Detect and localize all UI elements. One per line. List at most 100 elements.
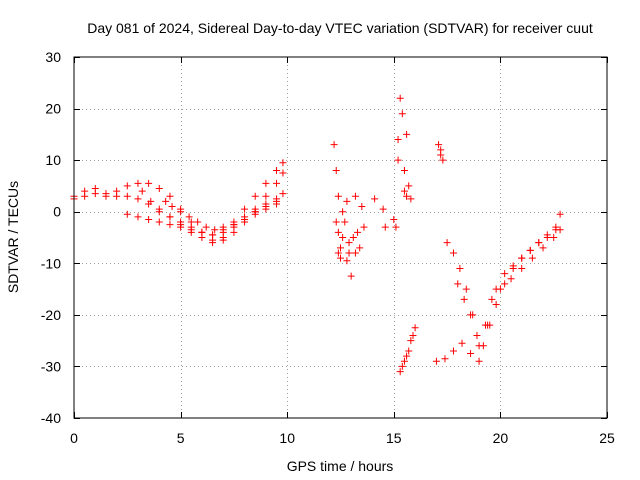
data-point: [432, 357, 440, 365]
data-point: [134, 213, 142, 221]
data-point: [166, 213, 174, 221]
data-point: [155, 218, 163, 226]
data-point: [279, 169, 287, 177]
data-point: [351, 249, 359, 257]
data-point: [390, 215, 398, 223]
x-axis-title: GPS time / hours: [287, 458, 394, 474]
data-point: [134, 179, 142, 187]
data-point: [400, 357, 408, 365]
data-point: [273, 197, 281, 205]
x-tick-label: 25: [599, 430, 615, 446]
data-point: [467, 350, 475, 358]
data-point: [145, 215, 153, 223]
data-point: [339, 234, 347, 241]
data-point: [251, 192, 259, 200]
data-point: [371, 195, 379, 203]
y-tick-label: 30: [45, 49, 61, 65]
data-point: [439, 156, 447, 164]
data-point: [396, 94, 404, 102]
x-tick-label: 10: [279, 430, 295, 446]
data-point: [360, 223, 368, 231]
data-point: [155, 208, 163, 216]
data-point: [403, 352, 411, 360]
data-point: [449, 249, 457, 257]
axis-ticks: [74, 57, 608, 419]
data-point: [273, 166, 281, 174]
series-8: [396, 324, 419, 376]
data-point: [456, 264, 464, 272]
data-point: [475, 357, 483, 365]
data-point: [123, 210, 131, 218]
data-point: [501, 280, 509, 288]
series-10: [443, 226, 564, 350]
data-point: [526, 246, 534, 254]
data-point: [518, 264, 526, 272]
y-tick-label: -40: [41, 410, 61, 426]
series-5: [162, 197, 281, 234]
x-tick-label: 5: [177, 430, 185, 446]
data-point: [462, 285, 470, 293]
data-point: [273, 179, 281, 187]
data-point: [539, 244, 547, 252]
data-point: [398, 362, 406, 370]
data-point: [351, 192, 359, 200]
data-point: [405, 347, 413, 355]
data-point: [251, 208, 259, 216]
data-point: [145, 179, 153, 187]
data-point: [138, 187, 146, 195]
y-tick-label: 0: [53, 204, 61, 220]
data-point: [473, 331, 481, 339]
data-point: [347, 272, 355, 280]
data-point: [454, 280, 462, 288]
data-point: [211, 226, 219, 234]
data-point: [556, 210, 564, 218]
data-point: [479, 342, 487, 350]
data-point: [345, 249, 353, 257]
data-point: [356, 244, 364, 252]
data-point: [168, 203, 176, 211]
data-point: [392, 223, 400, 231]
data-point: [349, 234, 357, 241]
data-point: [403, 130, 411, 138]
data-point: [394, 136, 402, 144]
data-point: [443, 239, 451, 247]
data-point: [400, 166, 408, 174]
data-point: [177, 218, 185, 226]
data-point: [405, 182, 413, 190]
data-point: [241, 205, 249, 213]
data-point: [330, 141, 338, 149]
data-point: [113, 192, 121, 200]
data-point: [166, 192, 174, 200]
data-point: [492, 301, 500, 309]
data-point: [187, 223, 195, 231]
grid-lines: [74, 57, 607, 418]
data-point: [241, 213, 249, 221]
data-point: [381, 223, 389, 231]
data-point: [343, 257, 351, 265]
data-point: [411, 324, 419, 332]
data-point: [166, 221, 174, 229]
data-point: [407, 195, 415, 203]
y-tick-label: -20: [41, 307, 61, 323]
data-point: [441, 355, 449, 363]
y-tick-label: 10: [45, 152, 61, 168]
data-point: [332, 218, 340, 226]
data-point: [501, 270, 509, 278]
data-point: [556, 226, 564, 234]
data-point: [337, 254, 344, 262]
y-axis-title: SDTVAR / TECUs: [5, 181, 21, 293]
data-point: [81, 192, 89, 200]
data-point: [147, 197, 155, 205]
data-point: [279, 159, 287, 167]
data-point: [449, 347, 457, 355]
data-point: [341, 218, 349, 226]
y-tick-label: 20: [45, 101, 61, 117]
data-point: [345, 239, 353, 247]
chart-title: Day 081 of 2024, Sidereal Day-to-day VTE…: [87, 20, 593, 36]
data-point: [379, 205, 387, 213]
data-point: [343, 197, 351, 205]
data-point: [458, 339, 466, 347]
data-point: [394, 156, 402, 164]
data-point: [219, 236, 227, 244]
